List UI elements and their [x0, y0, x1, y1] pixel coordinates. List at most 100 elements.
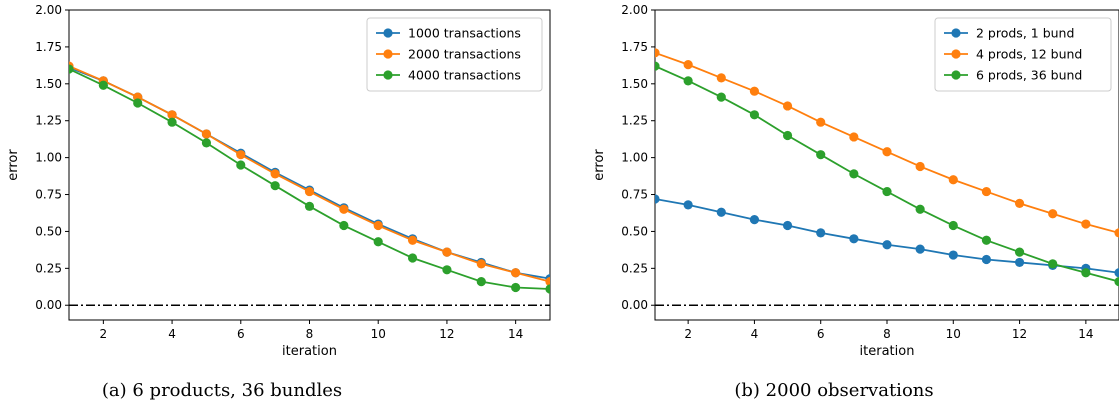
data-point — [1014, 257, 1025, 268]
legend-marker — [383, 70, 393, 80]
y-tick-label: 1.00 — [35, 151, 62, 165]
y-tick-label: 0.25 — [621, 261, 648, 275]
data-point — [339, 220, 349, 231]
data-point — [882, 147, 892, 157]
x-tick-label: 2 — [100, 327, 108, 341]
data-point — [442, 265, 452, 275]
data-point — [167, 117, 177, 127]
data-point — [1014, 198, 1025, 208]
data-point — [655, 194, 660, 204]
data-point — [948, 250, 958, 260]
data-point — [98, 80, 108, 90]
data-point — [407, 253, 418, 263]
data-point — [407, 235, 418, 245]
y-tick-label: 0.00 — [621, 298, 648, 312]
legend-marker — [383, 49, 393, 59]
data-point — [716, 73, 726, 83]
y-tick-label: 0.00 — [35, 298, 62, 312]
y-tick-label: 0.50 — [35, 224, 62, 238]
data-point — [749, 110, 760, 120]
data-point — [816, 150, 826, 160]
x-tick-label: 6 — [237, 327, 245, 341]
data-point — [1114, 268, 1119, 278]
data-point — [749, 215, 760, 225]
legend-box — [934, 17, 1112, 92]
caption-a: (a) 6 products, 36 bundles — [102, 380, 342, 401]
axis-ticks-b: 2 4 6 8 10 12 14 0.00 0.25 0.50 0.75 1.00 1.25 1.50 1.… — [621, 3, 1093, 341]
legend-label: 1000 transactions — [408, 26, 521, 41]
data-point — [749, 86, 760, 96]
y-tick-label: 0.50 — [621, 224, 648, 238]
data-point — [683, 200, 693, 210]
data-point — [716, 92, 726, 102]
y-tick-label: 1.75 — [35, 40, 62, 54]
data-point — [816, 117, 826, 127]
x-tick-label: 12 — [1012, 327, 1027, 341]
series-2 — [655, 48, 1119, 238]
y-tick-label: 2.00 — [621, 3, 648, 17]
data-point — [816, 228, 826, 238]
legend-a: 1000 transactions 2000 transactions 4000 t… — [366, 17, 543, 92]
x-axis-label-a: iteration — [282, 344, 337, 359]
data-point — [476, 277, 486, 287]
data-point — [1114, 228, 1119, 238]
data-point — [782, 101, 793, 111]
data-point — [442, 247, 452, 257]
data-point — [915, 204, 925, 214]
legend-marker — [951, 70, 961, 80]
data-point — [511, 268, 521, 278]
x-axis-label-b: iteration — [860, 344, 915, 359]
legend-marker — [951, 49, 961, 59]
x-tick-label: 10 — [946, 327, 961, 341]
data-point — [545, 277, 550, 287]
data-point — [1081, 219, 1091, 229]
data-point — [304, 201, 315, 211]
data-point — [683, 76, 693, 86]
series-3 — [655, 61, 1119, 287]
data-point — [716, 207, 726, 217]
x-tick-label: 14 — [508, 327, 523, 341]
data-point — [1048, 259, 1058, 269]
legend-b: 2 prods, 1 bund 4 prods, 12 bund 6 prods, … — [934, 17, 1112, 92]
data-point — [476, 259, 486, 269]
data-point — [849, 132, 859, 142]
axis-ticks-a: 2 4 6 8 10 12 14 0.00 0.25 0.50 0.75 1.00 1.25 1.50 1.… — [35, 3, 523, 341]
data-point — [1048, 209, 1058, 219]
data-point — [882, 186, 892, 197]
legend-marker — [383, 28, 393, 38]
data-point — [69, 64, 74, 74]
plot-area-b — [654, 9, 1119, 321]
y-tick-label: 0.25 — [35, 261, 62, 275]
y-tick-label: 1.50 — [35, 77, 62, 91]
legend-label: 6 prods, 36 bund — [976, 68, 1082, 83]
y-tick-label: 1.25 — [35, 114, 62, 128]
legend-label: 2 prods, 1 bund — [976, 26, 1074, 41]
data-point — [304, 186, 315, 197]
legend-item: 2000 transactions — [376, 47, 521, 62]
data-point — [948, 220, 958, 231]
y-tick-label: 1.25 — [621, 114, 648, 128]
x-tick-label: 6 — [817, 327, 825, 341]
legend-item: 4 prods, 12 bund — [944, 47, 1082, 62]
data-point — [981, 186, 992, 197]
legend-label: 2000 transactions — [408, 47, 521, 62]
x-tick-label: 4 — [168, 327, 176, 341]
legend-item: 2 prods, 1 bund — [944, 26, 1074, 41]
data-point — [1081, 268, 1091, 278]
series-1 — [655, 194, 1119, 278]
data-point — [511, 282, 521, 293]
x-tick-label: 4 — [751, 327, 759, 341]
x-tick-label: 8 — [883, 327, 891, 341]
y-axis-label-b: error — [592, 149, 607, 181]
x-tick-label: 14 — [1078, 327, 1093, 341]
data-point — [133, 98, 143, 108]
y-tick-label: 1.00 — [621, 151, 648, 165]
legend-label: 4 prods, 12 bund — [976, 47, 1082, 62]
data-point — [849, 234, 859, 244]
y-tick-label: 0.75 — [35, 188, 62, 202]
data-point — [236, 150, 246, 160]
series-3 — [69, 64, 550, 294]
data-point — [201, 129, 212, 139]
legend-box — [366, 17, 543, 92]
y-tick-label: 0.75 — [621, 188, 648, 202]
